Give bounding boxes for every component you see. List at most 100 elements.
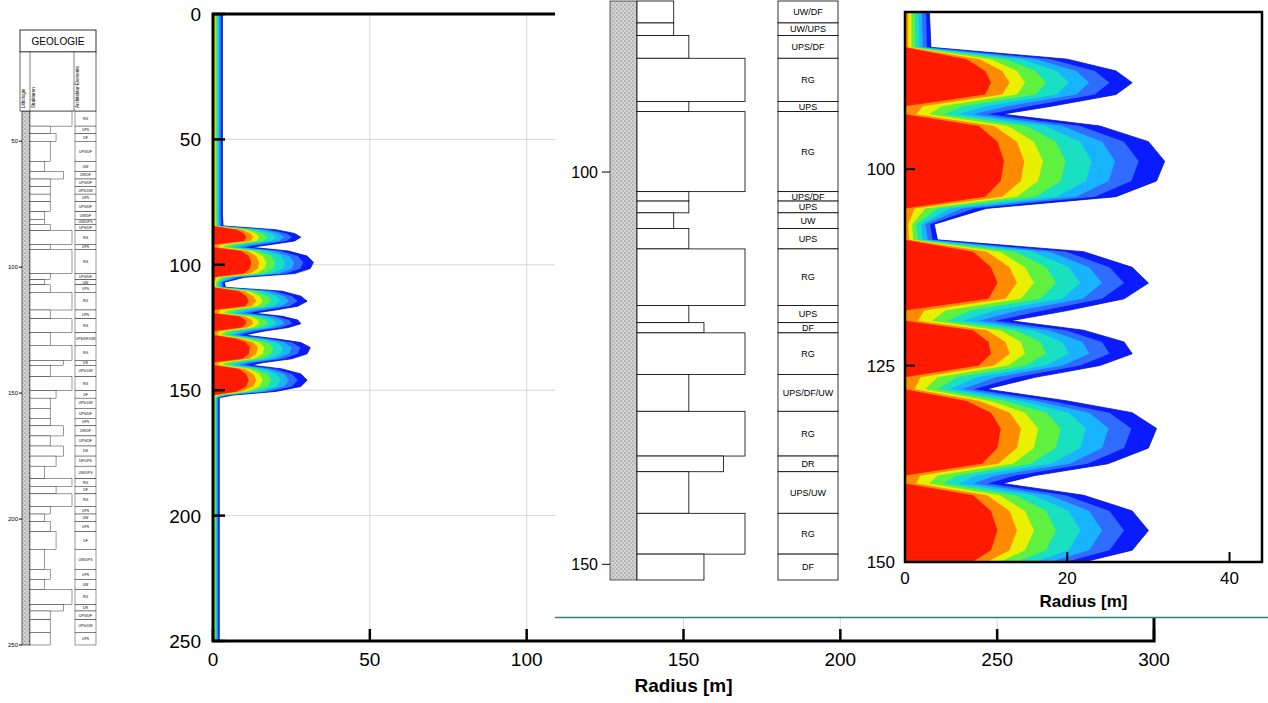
element-box bbox=[778, 411, 838, 456]
structure-bed bbox=[637, 101, 689, 111]
element-box bbox=[75, 569, 96, 579]
tick-label: 100 bbox=[8, 264, 19, 270]
element-box bbox=[75, 549, 96, 569]
contour-level bbox=[905, 12, 1004, 562]
element-label: RG bbox=[83, 382, 89, 386]
tick-label: 40 bbox=[1220, 569, 1239, 588]
tick-label: 150 bbox=[571, 556, 598, 573]
structure-bed bbox=[30, 250, 72, 274]
structure-bed bbox=[637, 323, 704, 333]
element-box bbox=[75, 126, 96, 134]
structure-bed bbox=[30, 506, 50, 514]
element-label: RG bbox=[83, 481, 89, 485]
element-box bbox=[75, 479, 96, 487]
element-box bbox=[75, 224, 96, 230]
element-label: UPS/DF bbox=[791, 192, 825, 202]
element-box bbox=[778, 112, 838, 192]
element-box bbox=[75, 212, 96, 220]
element-box bbox=[75, 319, 96, 333]
tick-label: 150 bbox=[169, 380, 201, 401]
element-label: UPS/UW bbox=[790, 488, 827, 498]
structure-bed bbox=[637, 249, 745, 305]
structure-bed bbox=[30, 194, 50, 202]
element-label: UPS bbox=[799, 309, 818, 319]
structure-bed bbox=[637, 23, 674, 36]
inset: UW/DFUW/UPSUPS/DFRGUPSRGUPS/DFUPSUWUPSRG… bbox=[555, 0, 1268, 703]
element-box bbox=[75, 486, 96, 494]
structure-bed bbox=[30, 161, 44, 171]
tick-label: 50 bbox=[180, 129, 201, 150]
tick-label: 300 bbox=[1138, 649, 1170, 670]
element-label: UPS bbox=[82, 128, 90, 132]
element-label: UPS/DF bbox=[79, 412, 92, 416]
tick-label: 100 bbox=[867, 160, 895, 179]
element-label: UW/UPS bbox=[79, 471, 94, 475]
element-label: UPS/DF bbox=[79, 226, 92, 230]
element-label: UPS/DF bbox=[79, 181, 92, 185]
structure-bed bbox=[30, 466, 44, 479]
element-box bbox=[778, 36, 838, 59]
element-label: UPS/DF bbox=[79, 275, 92, 279]
grid-line bbox=[526, 14, 527, 641]
tick bbox=[905, 561, 915, 563]
element-label: DR bbox=[83, 606, 89, 610]
structure-bed bbox=[30, 391, 56, 399]
element-box bbox=[778, 374, 838, 411]
tick bbox=[905, 365, 915, 367]
element-label: UPS bbox=[82, 420, 90, 424]
element-label: UPS/UW bbox=[79, 624, 94, 628]
element-box bbox=[778, 229, 838, 249]
tick bbox=[682, 629, 685, 641]
element-box bbox=[75, 580, 96, 590]
element-label: UW/UPS bbox=[79, 558, 94, 562]
tick-label: 20 bbox=[1058, 569, 1077, 588]
element-box bbox=[75, 285, 96, 293]
element-label: UPS/DF bbox=[79, 439, 92, 443]
structure-bed bbox=[30, 494, 72, 507]
element-box bbox=[75, 436, 96, 446]
element-label: DF bbox=[802, 562, 814, 572]
structure-bed bbox=[637, 513, 745, 554]
element-label: RG bbox=[801, 429, 815, 439]
element-box bbox=[75, 280, 96, 285]
tick bbox=[213, 514, 225, 517]
element-label: UPS/UW bbox=[79, 189, 94, 193]
structure-bed bbox=[30, 426, 64, 436]
element-label: RG bbox=[801, 75, 815, 85]
element-box bbox=[778, 23, 838, 36]
log-title: GEOLOGIE bbox=[32, 36, 85, 47]
contour-level bbox=[905, 12, 1165, 562]
tick-label: 50 bbox=[359, 649, 380, 670]
structure-bed bbox=[30, 532, 56, 550]
inset-edge bbox=[555, 617, 1268, 619]
tick-label: 250 bbox=[8, 642, 19, 648]
element-box bbox=[75, 245, 96, 250]
tick-label: 200 bbox=[824, 649, 856, 670]
structure-bed bbox=[30, 632, 50, 645]
structure-bed bbox=[637, 112, 745, 192]
geology-log: RGUPSDFUPS/DFUWDR/DFUPS/DFUPS/UWUPSUPS/D… bbox=[8, 30, 96, 648]
element-label: UPS/DF bbox=[791, 42, 825, 52]
structure-bed bbox=[30, 620, 50, 633]
element-label: UPS bbox=[799, 202, 818, 212]
structure-bed bbox=[30, 522, 50, 532]
tick bbox=[904, 552, 906, 562]
element-box bbox=[778, 472, 838, 514]
structure-bed bbox=[30, 111, 72, 126]
tick-label: 125 bbox=[867, 357, 895, 376]
contour-level bbox=[213, 14, 275, 641]
tick bbox=[602, 564, 610, 565]
lithology-column bbox=[22, 111, 30, 645]
contour-level bbox=[213, 14, 313, 641]
structure-bed bbox=[30, 408, 50, 418]
structure-bed bbox=[30, 224, 50, 230]
structure-bed bbox=[30, 436, 50, 446]
structure-bed bbox=[30, 333, 50, 346]
element-box bbox=[75, 514, 96, 522]
element-box bbox=[75, 273, 96, 279]
element-label: RG bbox=[83, 236, 89, 240]
element-box bbox=[75, 418, 96, 426]
contour-level bbox=[213, 14, 285, 641]
element-box bbox=[75, 506, 96, 514]
element-label: UPS/DF bbox=[79, 150, 92, 154]
